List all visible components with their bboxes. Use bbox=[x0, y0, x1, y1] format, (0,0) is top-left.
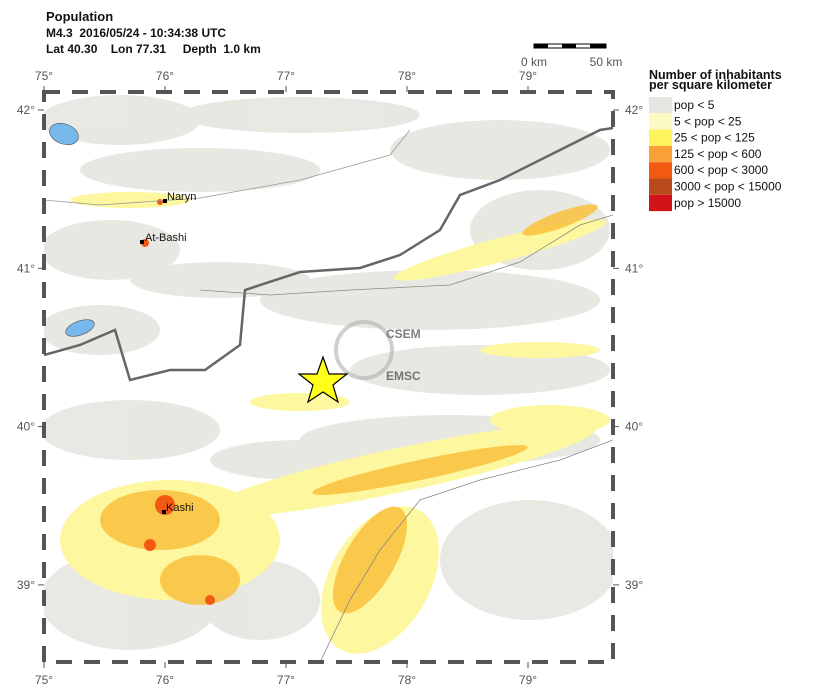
city-label: At-Bashi bbox=[145, 232, 187, 244]
lat-tick-label: 42° bbox=[625, 103, 643, 117]
lat-tick-label: 42° bbox=[17, 103, 35, 117]
legend-swatch bbox=[649, 113, 672, 130]
scale-bar: 0 km 50 km bbox=[521, 43, 623, 69]
legend-label: pop < 5 bbox=[674, 98, 715, 112]
legend-swatch bbox=[649, 145, 672, 163]
lon-tick-label: 77° bbox=[277, 69, 295, 83]
legend-swatch bbox=[649, 162, 672, 179]
watermark: CSEM EMSC bbox=[334, 320, 421, 383]
legend-title: Number of inhabitants bbox=[649, 68, 782, 82]
legend-label: 125 < pop < 600 bbox=[674, 147, 762, 161]
lon-tick-label: 79° bbox=[519, 69, 537, 83]
lon-tick-label: 75° bbox=[35, 69, 53, 83]
map-area: CSEM EMSC Naryn At-Bashi Kashi bbox=[44, 92, 613, 662]
legend: Number of inhabitants per square kilomet… bbox=[649, 68, 782, 212]
legend-label: 25 < pop < 125 bbox=[674, 131, 755, 145]
lat-tick-label: 40° bbox=[625, 420, 643, 434]
scale-start: 0 km bbox=[521, 55, 547, 69]
scale-end: 50 km bbox=[590, 55, 623, 69]
legend-label: 600 < pop < 3000 bbox=[674, 163, 768, 177]
lon-tick-label: 77° bbox=[277, 673, 295, 687]
lon-tick-label: 78° bbox=[398, 69, 416, 83]
cities: Naryn At-Bashi Kashi bbox=[140, 191, 196, 514]
lon-tick-label: 76° bbox=[156, 673, 174, 687]
lon-tick-label: 75° bbox=[35, 673, 53, 687]
lon-tick-label: 78° bbox=[398, 673, 416, 687]
legend-swatch bbox=[649, 194, 672, 212]
city-label: Naryn bbox=[167, 191, 196, 203]
map-frame bbox=[42, 90, 615, 664]
lat-tick-label: 39° bbox=[625, 578, 643, 592]
lat-tick-label: 40° bbox=[17, 420, 35, 434]
lat-tick-label: 39° bbox=[17, 578, 35, 592]
lat-tick-label: 41° bbox=[625, 261, 643, 275]
legend-label: 5 < pop < 25 bbox=[674, 114, 742, 128]
lon-tick-label: 76° bbox=[156, 69, 174, 83]
legend-swatch bbox=[649, 178, 672, 195]
city-label: Kashi bbox=[166, 502, 194, 514]
lat-tick-label: 41° bbox=[17, 261, 35, 275]
legend-label: 3000 < pop < 15000 bbox=[674, 180, 782, 194]
legend-title: per square kilometer bbox=[649, 78, 772, 92]
event-location: Lat 40.30 Lon 77.31 Depth 1.0 km bbox=[46, 42, 261, 56]
map-title: Population bbox=[46, 9, 113, 24]
legend-swatch bbox=[649, 129, 672, 146]
watermark-csem: CSEM bbox=[386, 327, 421, 341]
lon-tick-label: 79° bbox=[519, 673, 537, 687]
event-info: M4.3 2016/05/24 - 10:34:38 UTC bbox=[46, 26, 226, 40]
epicenter bbox=[297, 355, 349, 404]
legend-swatch bbox=[649, 97, 672, 114]
watermark-emsc: EMSC bbox=[386, 369, 421, 383]
legend-label: pop > 15000 bbox=[674, 196, 741, 210]
